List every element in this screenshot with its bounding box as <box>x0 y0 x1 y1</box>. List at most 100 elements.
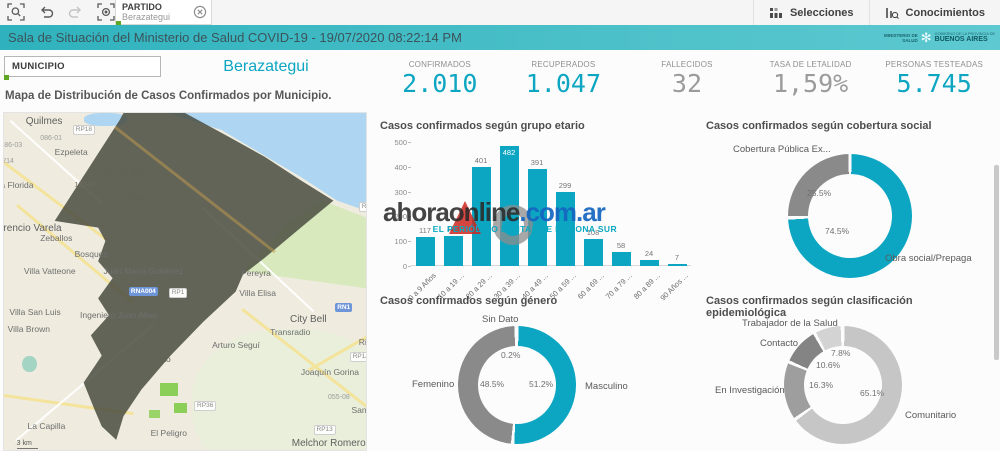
donut-category-label: Trabajador de la Salud <box>742 318 838 329</box>
map-label-rp: RP <box>358 202 366 213</box>
provincia-flower-icon: ✻ <box>920 30 932 45</box>
sheet-title: Sala de Situación del Ministerio de Salu… <box>8 30 462 45</box>
chip-field-value: Berazategui <box>122 12 171 22</box>
map-label-086-01: 086-01 <box>40 134 62 142</box>
map-label-la-capilla: La Capilla <box>27 421 66 432</box>
selected-municipio-title: Berazategui <box>223 58 309 75</box>
map-label-120-07: 120-07 <box>74 182 97 190</box>
bar-chart-title: Casos confirmados según grupo etario <box>380 120 585 132</box>
insights-button[interactable]: Conocimientos <box>868 0 1000 25</box>
donut-category-label: Masculino <box>585 381 628 392</box>
map-label-transradio: Transradio <box>270 326 311 337</box>
map-label-juan-mar-a-guti-rrez: Juan María Gutiérrez <box>103 266 184 277</box>
donut-percent-label: 7.8% <box>831 348 851 358</box>
map-label-berazategui: Berazategui <box>90 165 145 177</box>
map-label-bosques: Bosques <box>74 249 108 260</box>
clear-selections-icon[interactable] <box>97 3 117 22</box>
kpi-recuperados[interactable]: RECUPERADOS 1.047 <box>525 60 602 98</box>
donut-category-label: Cobertura Pública Ex... <box>733 144 831 155</box>
map-title: Mapa de Distribución de Casos Confirmado… <box>5 90 332 102</box>
genero-chart-title: Casos confirmados según género <box>380 295 558 307</box>
bar-20 a 29 ...[interactable] <box>471 166 491 266</box>
kpi-fallecidos[interactable]: FALLECIDOS 32 <box>661 60 713 98</box>
donut-percent-label: 51.2% <box>529 379 554 389</box>
map-label-san-carlos: San Carlos <box>351 404 367 415</box>
kpi-personas-testeadas[interactable]: PERSONAS TESTEADAS 5.745 <box>885 60 984 98</box>
map-label-arturo-segu-: Arturo Seguí <box>212 340 260 351</box>
bar-30 a 39 ...[interactable] <box>499 146 519 266</box>
map-label-villa-brown: Villa Brown <box>7 323 50 334</box>
map-label-el-peligro: El Peligro <box>150 428 187 439</box>
map-label-rn1: RN1 <box>335 303 353 313</box>
donut-percent-label: 65.1% <box>860 388 885 398</box>
insights-chart-icon <box>885 7 899 19</box>
map-label-ringuelet: Ringuelet <box>358 337 367 348</box>
genero-donut[interactable] <box>458 326 576 444</box>
donut-category-label: Sin Dato <box>482 314 519 325</box>
bar-plot[interactable]: 117 0 a 9 Años 123 10 a 19 ... 401 20 a 29 ..… <box>405 146 691 303</box>
bar-40 a 49 ...[interactable] <box>527 169 547 266</box>
municipio-listbox[interactable]: MUNICIPIO <box>4 56 161 80</box>
step-forward-icon[interactable] <box>67 3 87 22</box>
bar-90 Años ...[interactable] <box>667 264 687 266</box>
selections-button[interactable]: Selecciones <box>752 0 869 25</box>
map-canvas[interactable]: Quilmes RP18 086-01 086-03 Ezpeleta 214 La Flo… <box>3 112 367 451</box>
donut-percent-label: 16.3% <box>809 380 834 390</box>
panel-clasificacion: Casos confirmados según clasificación ep… <box>703 293 995 451</box>
map-label-rna004: RNA004 <box>128 286 158 296</box>
map-label-villa-vatteone: Villa Vatteone <box>23 266 76 277</box>
insights-button-label: Conocimientos <box>905 6 985 19</box>
bar-60 a 69 ...[interactable] <box>583 239 603 266</box>
clasificacion-chart-title: Casos confirmados según clasificación ep… <box>706 295 913 319</box>
cobertura-chart-title: Casos confirmados según cobertura social <box>706 120 932 132</box>
bar-80 a 89 ...[interactable] <box>639 260 659 266</box>
donut-percent-label: 0.2% <box>501 350 521 360</box>
toolbar: PARTIDO Berazategui Selecciones <box>0 0 1000 25</box>
map-label-rp1: RP1 <box>168 288 188 299</box>
map-label-pl-tanos: Plátanos <box>123 192 157 203</box>
map-label-ezpeleta: Ezpeleta <box>54 146 88 157</box>
donut-category-label: Contacto <box>760 338 799 349</box>
kpi-confirmados[interactable]: CONFIRMADOS 2.010 <box>402 60 478 98</box>
chip-close-icon[interactable] <box>193 5 207 19</box>
map-label-pereyra: Pereyra <box>241 268 271 279</box>
bar-0 a 9 Años[interactable] <box>415 236 435 266</box>
donut-percent-label: 48.5% <box>480 379 505 389</box>
map-label-la-florida: La Florida <box>4 180 34 191</box>
donut-category-label: En Investigación <box>715 385 785 396</box>
map-label-zeballos: Zeballos <box>40 232 73 243</box>
panel-genero: Casos confirmados según género Sin Dato 0… <box>377 293 699 451</box>
donut-category-label: Obra social/Prepaga <box>885 253 972 264</box>
map-label-joaqu-n-gorina: Joaquín Gorina <box>300 367 359 378</box>
map-label-055-08: 055-08 <box>327 394 350 402</box>
map-label-quilmes: Quilmes <box>25 116 63 128</box>
vertical-scrollbar[interactable] <box>994 165 999 360</box>
map-label-melchor-romero: Melchor Romero <box>291 438 366 450</box>
map-label-rp1-rp: RP1/RP <box>349 352 366 363</box>
selection-chip-partido[interactable]: PARTIDO Berazategui <box>115 0 212 25</box>
municipio-selected-indicator <box>4 75 9 80</box>
smart-search-icon[interactable] <box>7 3 27 22</box>
bar-70 a 79 ...[interactable] <box>611 251 631 266</box>
map-label-086-03: 086-03 <box>4 141 23 149</box>
donut-percent-label: 25.5% <box>807 188 832 198</box>
kpi-row: CONFIRMADOS 2.010 RECUPERADOS 1.047 FALLECID… <box>378 53 996 105</box>
cobertura-donut[interactable] <box>788 154 912 278</box>
municipio-label: MUNICIPIO <box>12 61 65 72</box>
map-label-rp13: RP13 <box>313 424 336 435</box>
map-label-florencio-varela: Florencio Varela <box>3 222 62 234</box>
selections-grid-icon <box>769 7 782 18</box>
map-label-villa-san-luis: Villa San Luis <box>9 306 61 317</box>
map-label-ingeniero-juan-allan: Ingeniero Juan Allan <box>80 310 158 321</box>
clasificacion-donut[interactable] <box>784 326 902 444</box>
step-back-icon[interactable] <box>37 3 57 22</box>
bar-10 a 19 ...[interactable] <box>443 235 463 266</box>
bar-50 a 59 ...[interactable] <box>555 191 575 266</box>
kpi-tasa-de-letalidad[interactable]: TASA DE LETALIDAD 1,59% <box>769 60 852 98</box>
donut-percent-label: 74.5% <box>825 226 850 236</box>
donut-percent-label: 10.6% <box>816 360 841 370</box>
selections-button-label: Selecciones <box>789 6 854 19</box>
sheet-header: Sala de Situación del Ministerio de Salu… <box>0 25 1000 50</box>
map-label-rp36: RP36 <box>194 401 217 412</box>
